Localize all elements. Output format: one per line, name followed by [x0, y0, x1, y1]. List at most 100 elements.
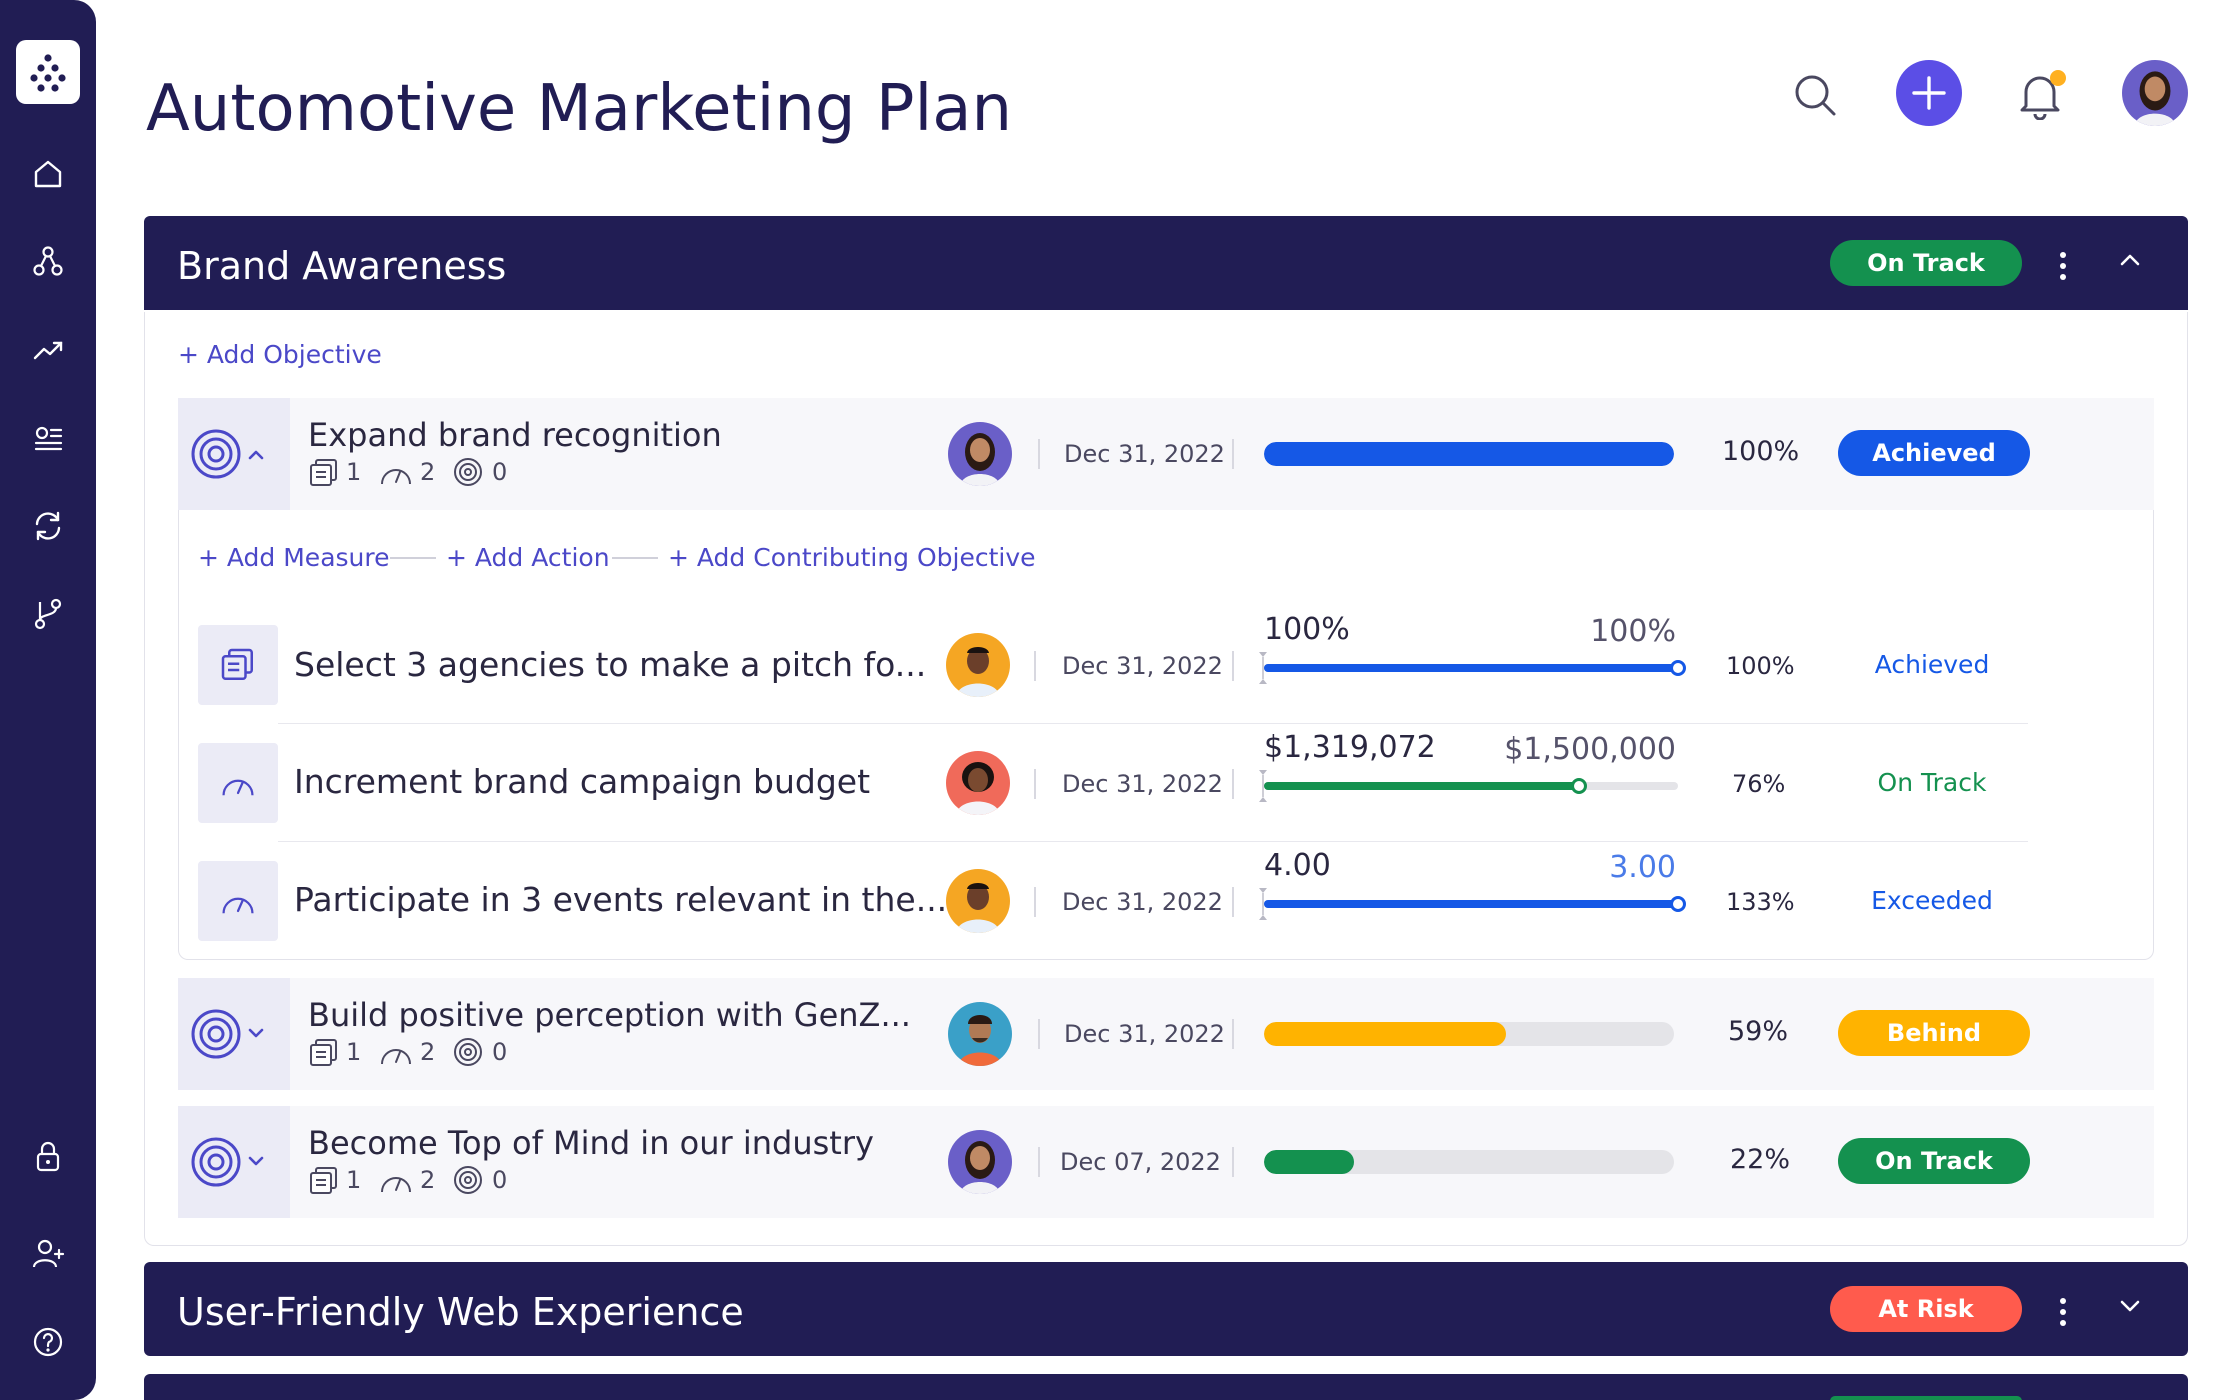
objective-title: Expand brand recognition	[308, 416, 722, 454]
home-icon[interactable]	[28, 154, 68, 194]
due-date: Dec 07, 2022	[1060, 1148, 1221, 1176]
list-icon[interactable]	[28, 418, 68, 458]
add-user-icon[interactable]	[28, 1234, 68, 1274]
hierarchy-icon[interactable]	[28, 242, 68, 282]
page-title: Automotive Marketing Plan	[146, 72, 1013, 146]
due-date: Dec 31, 2022	[1064, 440, 1225, 468]
due-date: Dec 31, 2022	[1062, 652, 1223, 680]
target-icon	[191, 1009, 241, 1059]
actions-count: 2	[420, 1038, 436, 1066]
target-icon	[191, 429, 241, 479]
progress-percent: 100%	[1722, 436, 1800, 467]
measure-progress-track	[1264, 896, 1686, 912]
current-value: 4.00	[1264, 848, 1331, 883]
measure-type-box	[198, 743, 278, 823]
objective-title: Build positive perception with GenZ...	[308, 996, 911, 1034]
measure-title[interactable]: Select 3 agencies to make a pitch fo...	[294, 645, 927, 684]
gauge-icon	[222, 779, 254, 796]
measure-type-box	[198, 625, 278, 705]
measure-icon	[221, 648, 253, 680]
search-icon[interactable]	[1792, 72, 1838, 118]
chevron-down-icon[interactable]	[2110, 1286, 2150, 1326]
current-value: $1,319,072	[1264, 730, 1436, 765]
group-header-partial[interactable]	[144, 1374, 2188, 1400]
owner-avatar[interactable]	[946, 751, 1010, 815]
progress-knob[interactable]	[1670, 896, 1686, 912]
target-value: 100%	[1590, 614, 1676, 649]
bell-icon[interactable]	[2016, 68, 2064, 120]
measure-progress-track	[1264, 778, 1678, 794]
measure-title[interactable]: Participate in 3 events relevant in the.…	[294, 880, 948, 919]
progress-fill	[1264, 1022, 1506, 1046]
progress-knob[interactable]	[1670, 660, 1686, 676]
gauge-icon	[381, 1049, 411, 1065]
add-action-link[interactable]: + Add Action	[446, 543, 610, 572]
progress-bar	[1264, 1022, 1674, 1046]
measure-type-box	[198, 861, 278, 941]
add-objective-link[interactable]: + Add Objective	[178, 340, 382, 369]
measure-icon	[310, 459, 337, 486]
measure-status: Exceeded	[1871, 886, 1993, 915]
progress-bar	[1264, 442, 1674, 466]
target-small-icon	[454, 1038, 482, 1066]
more-options-icon[interactable]	[2048, 246, 2078, 286]
measure-percent: 76%	[1732, 770, 1786, 798]
objective-title: Become Top of Mind in our industry	[308, 1124, 874, 1162]
gauge-icon	[381, 1177, 411, 1193]
due-date: Dec 31, 2022	[1062, 770, 1223, 798]
due-date: Dec 31, 2022	[1062, 888, 1223, 916]
measures-count: 1	[346, 1038, 362, 1066]
group-title: Brand Awareness	[177, 244, 507, 288]
baseline-marker	[1259, 888, 1267, 920]
group-header-web-experience[interactable]: User-Friendly Web Experience At Risk	[144, 1262, 2188, 1356]
target-icon	[191, 1137, 241, 1187]
objective-row[interactable]: Become Top of Mind in our industry 1 2 0…	[178, 1106, 2154, 1218]
add-contributing-objective-link[interactable]: + Add Contributing Objective	[668, 543, 1036, 572]
measure-title[interactable]: Increment brand campaign budget	[294, 762, 871, 801]
plus-icon	[1912, 76, 1946, 110]
owner-avatar[interactable]	[948, 1002, 1012, 1066]
measures-count: 1	[346, 458, 362, 486]
trend-up-icon[interactable]	[28, 330, 68, 370]
branch-icon[interactable]	[28, 594, 68, 634]
measure-progress-fill	[1264, 900, 1678, 908]
add-measure-link[interactable]: + Add Measure	[198, 543, 390, 572]
objectives-count: 0	[492, 1038, 508, 1066]
status-badge: At Risk	[1830, 1286, 2022, 1332]
objective-row[interactable]: Expand brand recognition 1 2 0 Dec 31, 2…	[178, 398, 2154, 510]
chevron-up-icon[interactable]	[2110, 240, 2150, 280]
measure-icon	[310, 1167, 337, 1194]
lock-icon[interactable]	[28, 1136, 68, 1176]
owner-avatar[interactable]	[948, 422, 1012, 486]
progress-bar	[1264, 1150, 1674, 1174]
progress-knob[interactable]	[1570, 778, 1587, 794]
progress-percent: 22%	[1730, 1144, 1791, 1175]
more-options-icon[interactable]	[2048, 1292, 2078, 1332]
help-icon[interactable]	[28, 1322, 68, 1362]
add-button[interactable]	[1896, 60, 1962, 126]
app-logo[interactable]	[16, 40, 80, 104]
objective-toggle[interactable]	[178, 1106, 290, 1218]
status-badge-partial	[1830, 1396, 2022, 1400]
due-date: Dec 31, 2022	[1064, 1020, 1225, 1048]
owner-avatar[interactable]	[946, 869, 1010, 933]
group-header-brand-awareness[interactable]: Brand Awareness On Track	[144, 216, 2188, 310]
measure-status: Achieved	[1874, 650, 1990, 679]
sync-icon[interactable]	[28, 506, 68, 546]
measure-icon	[310, 1039, 337, 1066]
objective-toggle[interactable]	[178, 978, 290, 1090]
chevron-down-icon	[248, 1028, 264, 1038]
progress-fill	[1264, 1150, 1355, 1174]
gauge-icon	[222, 897, 254, 914]
actions-count: 2	[420, 1166, 436, 1194]
target-small-icon	[454, 1166, 482, 1194]
chevron-down-icon	[248, 1156, 264, 1166]
target-small-icon	[454, 458, 482, 486]
owner-avatar[interactable]	[948, 1130, 1012, 1194]
objectives-count: 0	[492, 458, 508, 486]
owner-avatar[interactable]	[946, 633, 1010, 697]
user-avatar[interactable]	[2122, 60, 2188, 126]
objective-toggle[interactable]	[178, 398, 290, 510]
objective-row[interactable]: Build positive perception with GenZ... 1…	[178, 978, 2154, 1090]
baseline-marker	[1259, 652, 1267, 684]
